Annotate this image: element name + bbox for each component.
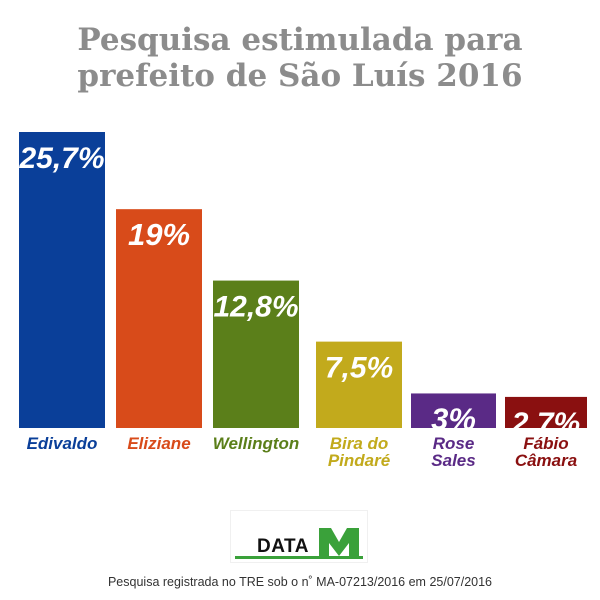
footnote: Pesquisa registrada no TRE sob o n˚ MA-0… xyxy=(107,575,493,589)
logo-text: DATA xyxy=(257,536,309,557)
category-label-4-line-1: Sales xyxy=(431,451,475,470)
bar-chart: 25,7% Edivaldo 19% Eliziane 12,8% Wellington 7… xyxy=(18,132,587,470)
logo-underline xyxy=(235,556,363,559)
category-label-5-line-0: Fábio xyxy=(523,434,568,453)
bar-0 xyxy=(19,132,105,428)
chart-title-line-1: Pesquisa estimulada para xyxy=(77,22,523,58)
category-label-3-line-0: Bira do xyxy=(330,434,389,453)
bar-value-label-3: 7,5% xyxy=(325,352,393,385)
chart-title: Pesquisa estimulada para prefeito de São… xyxy=(0,22,600,94)
bar-5 xyxy=(505,396,587,428)
category-label-0: Edivaldo xyxy=(27,434,98,453)
category-label-3-line-1: Pindaré xyxy=(328,451,390,470)
category-label-1: Eliziane xyxy=(127,434,190,453)
bar-2 xyxy=(213,280,299,428)
category-label-5-line-1: Câmara xyxy=(515,451,577,470)
chart-title-line-2: prefeito de São Luís 2016 xyxy=(77,58,523,94)
logo-m-mark xyxy=(319,528,359,558)
datam-logo: DATA xyxy=(231,511,367,562)
bar-4 xyxy=(411,393,496,428)
bar-value-label-2: 12,8% xyxy=(213,291,298,324)
bar-value-label-1: 19% xyxy=(128,217,190,252)
bar-3 xyxy=(316,341,402,428)
bar-value-label-5: 2,7% xyxy=(511,407,580,440)
bar-value-label-4: 3% xyxy=(431,401,476,436)
category-label-2: Wellington xyxy=(213,434,300,453)
bar-value-label-0: 25,7% xyxy=(18,142,104,175)
bar-1 xyxy=(116,209,202,428)
category-label-4-line-0: Rose xyxy=(433,434,475,453)
